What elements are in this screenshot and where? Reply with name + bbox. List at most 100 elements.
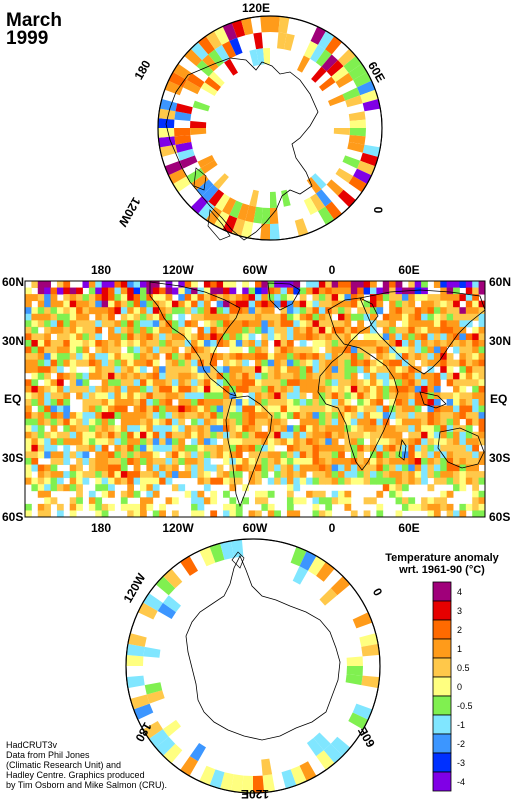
anomaly-cell xyxy=(108,326,115,334)
anomaly-cell xyxy=(203,385,211,393)
anomaly-cell xyxy=(346,656,363,666)
anomaly-cell xyxy=(370,313,377,321)
anomaly-cell xyxy=(395,366,403,374)
anomaly-cell xyxy=(216,471,224,479)
anomaly-cell xyxy=(25,412,32,420)
anomaly-cell xyxy=(260,223,270,240)
anomaly-cell xyxy=(31,320,39,328)
anomaly-cell xyxy=(25,340,32,347)
anomaly-cell xyxy=(350,372,358,380)
anomaly-cell xyxy=(414,294,422,302)
anomaly-cell xyxy=(76,313,83,321)
anomaly-cell xyxy=(133,510,141,517)
anomaly-cell xyxy=(133,281,141,288)
anomaly-cell xyxy=(229,294,237,302)
anomaly-cell xyxy=(338,326,345,334)
anomaly-cell xyxy=(152,471,160,479)
anomaly-cell xyxy=(299,444,307,452)
anomaly-cell xyxy=(127,320,135,328)
anomaly-cell xyxy=(50,477,58,485)
anomaly-cell xyxy=(280,399,288,406)
anomaly-cell xyxy=(280,313,288,321)
anomaly-cell xyxy=(293,307,301,315)
anomaly-cell xyxy=(427,412,435,420)
anomaly-cell xyxy=(133,320,141,328)
anomaly-cell xyxy=(191,287,198,295)
anomaly-cell xyxy=(50,405,58,413)
anomaly-cell xyxy=(401,333,409,341)
anomaly-cell xyxy=(325,412,333,420)
anomaly-cell xyxy=(325,346,333,354)
anomaly-cell xyxy=(180,756,198,776)
anomaly-cell xyxy=(197,458,205,465)
anomaly-cell xyxy=(248,379,256,387)
anomaly-cell xyxy=(178,431,186,439)
anomaly-cell xyxy=(357,477,365,485)
anomaly-cell xyxy=(261,392,269,400)
anomaly-cell xyxy=(325,300,333,308)
bottom-lon-label-180: 180 xyxy=(91,521,111,535)
anomaly-cell xyxy=(242,464,250,472)
anomaly-cell xyxy=(127,300,135,308)
anomaly-cell xyxy=(37,281,45,288)
anomaly-cell xyxy=(331,320,339,328)
anomaly-cell xyxy=(408,412,416,420)
anomaly-cell xyxy=(312,405,320,413)
anomaly-cell xyxy=(401,320,409,328)
anomaly-cell xyxy=(229,333,237,341)
anomaly-cell xyxy=(203,405,211,413)
anomaly-cell xyxy=(159,399,166,406)
anomaly-cell xyxy=(401,346,409,354)
anomaly-cell xyxy=(146,690,165,704)
anomaly-cell xyxy=(229,503,237,511)
anomaly-cell xyxy=(37,340,45,347)
anomaly-cell xyxy=(414,379,422,387)
anomaly-cell xyxy=(280,451,288,459)
anomaly-cell xyxy=(248,320,256,328)
anomaly-cell xyxy=(126,643,145,657)
anomaly-cell xyxy=(178,438,186,446)
anomaly-cell xyxy=(197,418,205,426)
anomaly-cell xyxy=(338,444,345,452)
anomaly-cell xyxy=(235,353,243,361)
anomaly-cell xyxy=(235,333,243,341)
anomaly-cell xyxy=(280,438,288,446)
anomaly-cell xyxy=(414,287,422,295)
anomaly-cell xyxy=(235,379,243,387)
anomaly-cell xyxy=(267,326,275,334)
anomaly-cell xyxy=(318,464,326,472)
anomaly-cell xyxy=(133,444,141,452)
anomaly-cell xyxy=(261,359,269,367)
anomaly-cell xyxy=(37,431,45,439)
anomaly-cell xyxy=(242,340,250,347)
anomaly-cell xyxy=(440,431,448,439)
anomaly-cell xyxy=(261,320,269,328)
anomaly-cell xyxy=(261,333,269,341)
anomaly-cell xyxy=(347,141,365,153)
anomaly-cell xyxy=(395,340,403,347)
anomaly-cell xyxy=(440,353,448,361)
anomaly-cell xyxy=(184,320,192,328)
anomaly-cell xyxy=(165,412,173,420)
anomaly-cell xyxy=(210,385,218,393)
anomaly-cell xyxy=(376,490,384,498)
anomaly-cell xyxy=(267,287,275,295)
anomaly-cell xyxy=(108,425,115,433)
anomaly-cell xyxy=(127,307,135,315)
anomaly-cell xyxy=(318,372,326,380)
anomaly-cell xyxy=(37,385,45,393)
anomaly-cell xyxy=(363,366,371,374)
anomaly-cell xyxy=(281,769,297,789)
anomaly-cell xyxy=(140,385,147,393)
anomaly-cell xyxy=(446,340,454,347)
anomaly-cell xyxy=(363,458,371,465)
anomaly-cell xyxy=(108,287,115,295)
anomaly-cell xyxy=(44,464,51,472)
anomaly-cell xyxy=(191,510,198,517)
global-anomaly-cells xyxy=(25,281,485,517)
anomaly-cell xyxy=(401,464,409,472)
anomaly-cell xyxy=(50,464,58,472)
anomaly-cell xyxy=(414,320,422,328)
anomaly-cell xyxy=(267,372,275,380)
anomaly-cell xyxy=(158,136,176,148)
